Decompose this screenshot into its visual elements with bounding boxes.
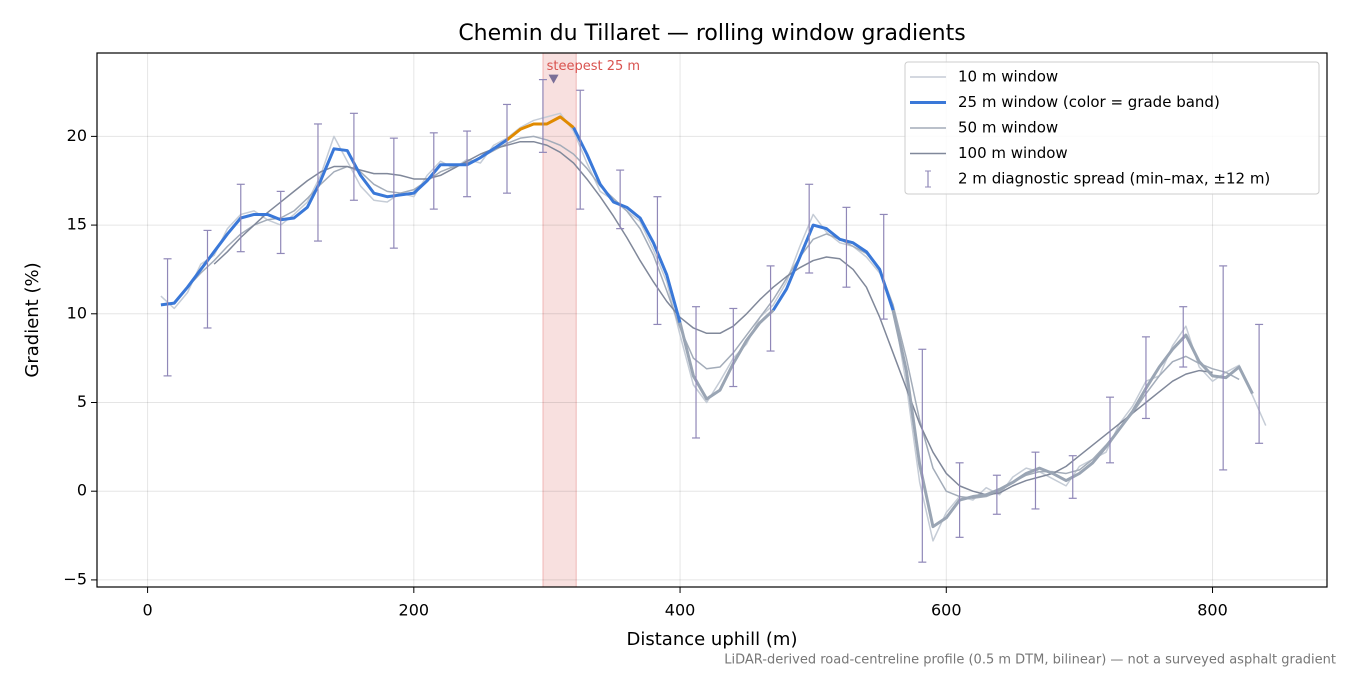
- y-axis-label: Gradient (%): [22, 262, 43, 377]
- x-tick-label: 200: [399, 601, 430, 620]
- plot-frame: [96, 52, 1328, 588]
- legend: 10 m window 25 m window (color = grade ba…: [904, 61, 1320, 195]
- series-line: [506, 115, 575, 142]
- legend-label: 25 m window (color = grade band): [958, 93, 1220, 111]
- y-tick-label: 5: [77, 392, 87, 411]
- chart-title: Chemin du Tillaret — rolling window grad…: [458, 21, 965, 46]
- highlight-label: steepest 25 m: [547, 59, 640, 74]
- footnote: LiDAR-derived road-centreline profile (0…: [724, 653, 1336, 668]
- series-line: [160, 138, 508, 307]
- x-tick-label: 600: [931, 601, 962, 620]
- legend-label: 10 m window: [958, 68, 1058, 86]
- y-tick-label: 0: [77, 481, 87, 500]
- series-line: [186, 135, 1240, 500]
- x-tick-label: 0: [142, 601, 152, 620]
- y-tick-label: 20: [67, 126, 87, 145]
- x-tick-label: 800: [1197, 601, 1228, 620]
- legend-box: [904, 61, 1320, 195]
- series-line: [771, 223, 895, 312]
- series-line: [572, 126, 682, 324]
- series-line: [160, 112, 1267, 542]
- y-tick-label: 10: [67, 303, 87, 322]
- highlight-band: [542, 52, 577, 588]
- y-tick-label: 15: [67, 215, 87, 234]
- series-line: [213, 140, 1213, 496]
- legend-label: 100 m window: [958, 144, 1068, 162]
- x-axis-label: Distance uphill (m): [627, 629, 798, 650]
- legend-label: 2 m diagnostic spread (min–max, ±12 m): [958, 170, 1270, 188]
- y-tick-label: −5: [63, 569, 87, 588]
- legend-label: 50 m window: [958, 119, 1058, 137]
- steepest-marker: [548, 74, 559, 84]
- x-tick-label: 400: [665, 601, 696, 620]
